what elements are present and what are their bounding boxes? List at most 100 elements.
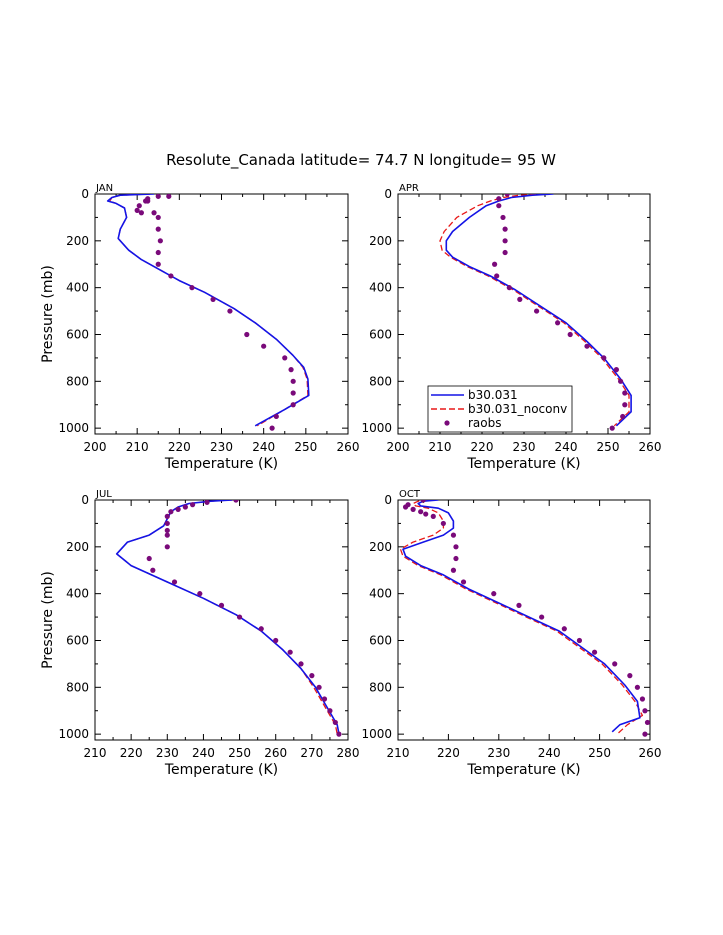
raob-point [494, 273, 500, 279]
x-tick-label: 250 [597, 440, 620, 454]
x-tick-label: 200 [84, 440, 107, 454]
raob-point [210, 296, 216, 302]
raob-point [591, 649, 598, 655]
raob-point [233, 500, 239, 503]
x-tick-label: 260 [264, 746, 287, 760]
raob-point [517, 296, 523, 302]
raob-point [164, 520, 170, 527]
raob-point [336, 731, 342, 737]
y-tick-label: 200 [66, 540, 89, 554]
raob-point [164, 513, 170, 519]
raob-point [555, 320, 561, 326]
raob-point [327, 708, 333, 714]
raob-point [491, 591, 497, 597]
raob-point [287, 649, 293, 655]
y-tick-label: 400 [66, 587, 89, 601]
x-tick-label: 230 [513, 440, 536, 454]
y-tick-label: 1000 [361, 727, 392, 741]
panel-label: JUL [95, 489, 112, 500]
raob-point [164, 527, 170, 534]
raob-point [440, 520, 446, 527]
raob-point [157, 238, 163, 244]
raob-point [218, 602, 225, 608]
raob-point [639, 696, 646, 702]
raob-point [227, 308, 233, 314]
raob-point [269, 425, 275, 431]
raob-point [453, 544, 459, 550]
raob-point [418, 509, 424, 515]
y-tick-label: 400 [369, 587, 392, 601]
raob-point [146, 555, 152, 562]
raob-point [584, 343, 590, 349]
raob-point [236, 614, 243, 620]
raob-point [634, 684, 641, 690]
raob-point [460, 579, 467, 585]
panel-label: JAN [95, 183, 113, 194]
x-tick-label: 250 [294, 440, 317, 454]
y-tick-label: 1000 [58, 727, 89, 741]
x-tick-label: 220 [120, 746, 143, 760]
raob-point [506, 285, 512, 291]
raob-point [136, 203, 142, 209]
y-tick-label: 600 [66, 633, 89, 647]
raob-point [576, 637, 583, 644]
raob-point [204, 500, 210, 505]
x-tick-label: 220 [168, 440, 191, 454]
raob-point [534, 308, 540, 314]
raob-point [168, 509, 174, 515]
series-line-b30-031 [445, 194, 632, 427]
x-tick-label: 210 [84, 746, 107, 760]
raob-point [321, 696, 328, 702]
x-tick-label: 210 [387, 746, 410, 760]
x-tick-label: 250 [588, 746, 611, 760]
legend-label: b30.031_noconv [468, 402, 567, 416]
y-tick-label: 0 [81, 493, 89, 507]
raob-point [502, 226, 508, 232]
raob-point [155, 226, 161, 232]
panel-apr: 200 210 220 230 240 250 260 0 200 400 600 800 1000 Te… [361, 183, 661, 472]
y-tick-label: 800 [369, 680, 392, 694]
raob-point [197, 591, 203, 597]
x-tick-label: 200 [387, 440, 410, 454]
raob-point [290, 402, 296, 408]
raob-point [155, 194, 161, 199]
raob-point [298, 661, 304, 667]
raob-point [502, 249, 508, 256]
y-tick-label: 200 [66, 234, 89, 248]
panel-jul: 210 220 230 240 250 260 270 280 0 200 400 600 800 100… [40, 489, 359, 778]
panels: 200 210 220 230 240 250 260 0 200 400 600 800 1000 Te… [40, 183, 661, 778]
x-tick-label: 220 [471, 440, 494, 454]
raob-point [423, 511, 429, 517]
raob-point [164, 532, 170, 538]
raob-point [492, 261, 498, 267]
x-tick-label: 270 [300, 746, 323, 760]
raob-point [627, 673, 633, 679]
raob-point [420, 500, 426, 503]
raob-point [290, 390, 296, 396]
y-tick-label: 800 [66, 374, 89, 388]
raob-point [155, 214, 161, 221]
series-line-b30-031_noconv [439, 194, 630, 427]
raob-point [155, 261, 161, 267]
x-axis-label: Temperature (K) [164, 762, 278, 778]
y-tick-label: 1000 [361, 421, 392, 435]
y-axis-label: Pressure (mb) [40, 265, 56, 363]
raob-point [138, 210, 144, 216]
x-axis-label: Temperature (K) [466, 456, 580, 472]
raob-point [171, 579, 178, 585]
raob-point [410, 506, 416, 512]
y-tick-label: 200 [369, 234, 392, 248]
panel-label: OCT [399, 489, 421, 500]
raob-point [450, 532, 457, 538]
raob-point [567, 331, 573, 338]
raob-point [134, 207, 140, 213]
raob-point [273, 413, 279, 420]
raob-point [175, 506, 181, 512]
raob-point [644, 719, 650, 726]
raob-point [642, 708, 648, 714]
raob-point [182, 504, 188, 510]
raob-point [453, 555, 459, 562]
raob-point [288, 367, 294, 373]
